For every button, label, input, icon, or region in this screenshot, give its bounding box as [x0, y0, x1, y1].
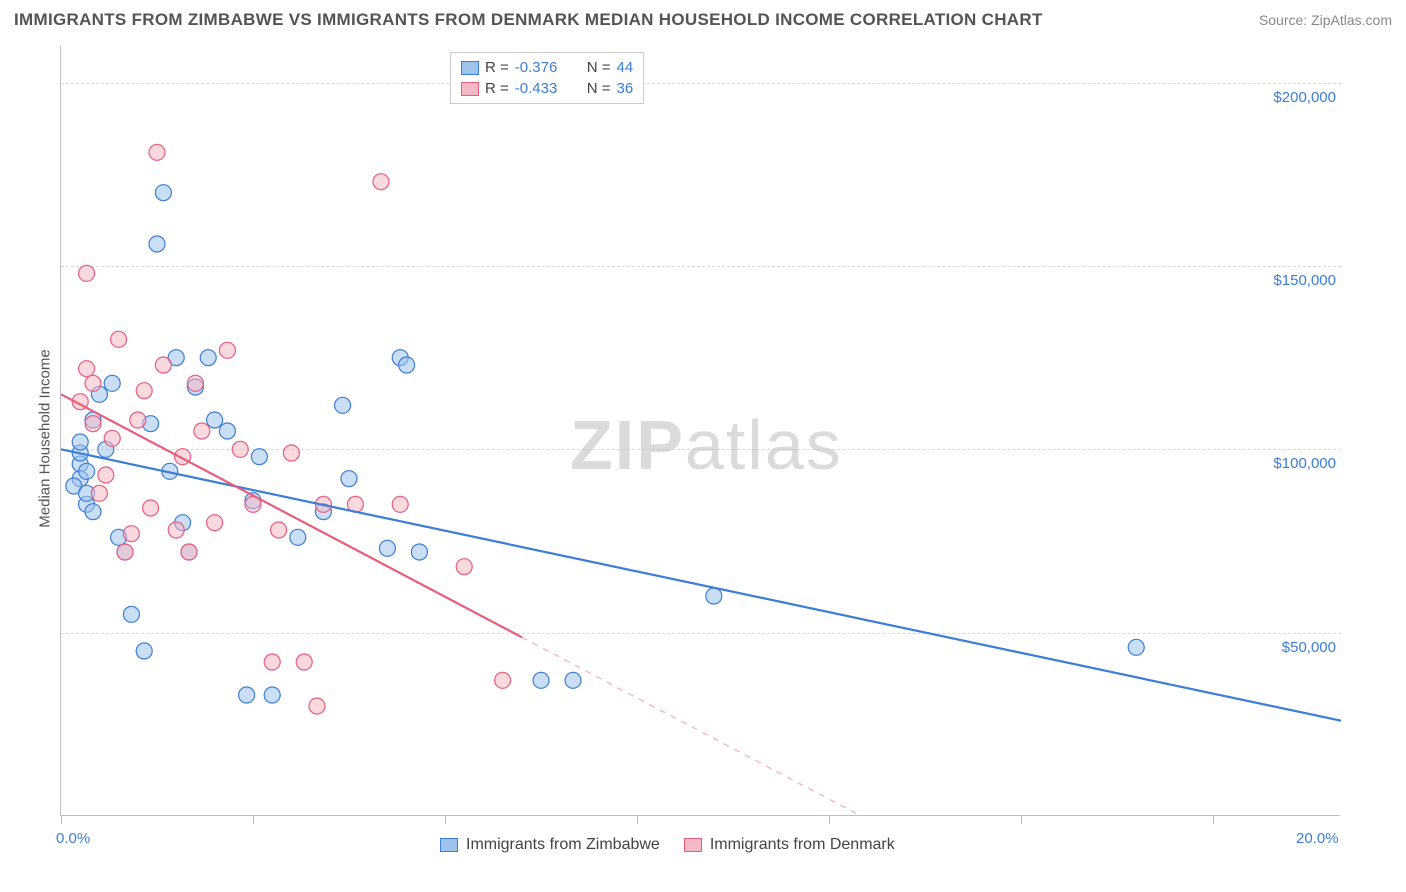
data-point-denmark — [373, 174, 389, 190]
trend-line-denmark — [61, 394, 522, 637]
legend-item-label: Immigrants from Denmark — [710, 836, 895, 854]
data-point-zimbabwe — [533, 672, 549, 688]
x-tick — [1213, 816, 1214, 824]
data-point-zimbabwe — [123, 606, 139, 622]
source-value: ZipAtlas.com — [1311, 12, 1392, 28]
chart-container: IMMIGRANTS FROM ZIMBABWE VS IMMIGRANTS F… — [10, 10, 1396, 882]
data-point-zimbabwe — [411, 544, 427, 560]
swatch-zimbabwe-icon — [461, 61, 479, 75]
data-point-denmark — [296, 654, 312, 670]
data-point-denmark — [181, 544, 197, 560]
legend-n-prefix: N = — [587, 80, 611, 97]
x-tick — [1021, 816, 1022, 824]
legend-n-value: 36 — [617, 80, 634, 97]
legend-item-zimbabwe: Immigrants from Zimbabwe — [440, 836, 660, 854]
plot-area: $50,000$100,000$150,000$200,000 — [60, 46, 1340, 816]
data-point-denmark — [123, 526, 139, 542]
swatch-zimbabwe-icon — [440, 838, 458, 852]
legend-stats: R = -0.376 N = 44 R = -0.433 N = 36 — [450, 52, 644, 104]
data-point-denmark — [495, 672, 511, 688]
legend-r-value: -0.433 — [515, 80, 573, 97]
data-point-denmark — [79, 265, 95, 281]
title-bar: IMMIGRANTS FROM ZIMBABWE VS IMMIGRANTS F… — [10, 10, 1396, 34]
data-point-denmark — [111, 331, 127, 347]
x-tick-label-min: 0.0% — [56, 830, 90, 847]
data-point-zimbabwe — [149, 236, 165, 252]
data-point-denmark — [136, 383, 152, 399]
data-point-zimbabwe — [399, 357, 415, 373]
legend-n-prefix: N = — [587, 59, 611, 76]
data-point-zimbabwe — [104, 375, 120, 391]
x-tick — [253, 816, 254, 824]
data-point-denmark — [232, 441, 248, 457]
data-point-denmark — [85, 416, 101, 432]
data-point-denmark — [168, 522, 184, 538]
x-tick — [829, 816, 830, 824]
x-tick-label-max: 20.0% — [1296, 830, 1339, 847]
data-point-denmark — [309, 698, 325, 714]
legend-series: Immigrants from Zimbabwe Immigrants from … — [440, 836, 895, 854]
data-point-zimbabwe — [1128, 639, 1144, 655]
legend-item-denmark: Immigrants from Denmark — [684, 836, 895, 854]
data-point-zimbabwe — [565, 672, 581, 688]
data-point-zimbabwe — [200, 350, 216, 366]
data-point-denmark — [85, 375, 101, 391]
data-point-zimbabwe — [706, 588, 722, 604]
data-point-zimbabwe — [85, 504, 101, 520]
swatch-denmark-icon — [684, 838, 702, 852]
y-axis-label: Median Household Income — [37, 339, 54, 539]
data-point-zimbabwe — [239, 687, 255, 703]
data-point-denmark — [219, 342, 235, 358]
legend-r-prefix: R = — [485, 59, 509, 76]
data-point-zimbabwe — [207, 412, 223, 428]
data-point-denmark — [91, 485, 107, 501]
data-point-zimbabwe — [251, 449, 267, 465]
legend-item-label: Immigrants from Zimbabwe — [466, 836, 660, 854]
legend-r-prefix: R = — [485, 80, 509, 97]
trend-line-dashed-denmark — [522, 637, 861, 816]
data-point-denmark — [283, 445, 299, 461]
data-point-zimbabwe — [155, 185, 171, 201]
legend-stats-row-denmark: R = -0.433 N = 36 — [461, 78, 633, 99]
source-prefix: Source: — [1259, 12, 1311, 28]
swatch-denmark-icon — [461, 82, 479, 96]
data-point-denmark — [117, 544, 133, 560]
data-point-denmark — [130, 412, 146, 428]
data-point-zimbabwe — [219, 423, 235, 439]
data-point-denmark — [155, 357, 171, 373]
data-point-zimbabwe — [136, 643, 152, 659]
data-point-denmark — [392, 496, 408, 512]
legend-stats-row-zimbabwe: R = -0.376 N = 44 — [461, 57, 633, 78]
data-point-denmark — [98, 467, 114, 483]
data-point-denmark — [104, 430, 120, 446]
data-point-denmark — [456, 559, 472, 575]
data-point-denmark — [149, 144, 165, 160]
data-point-zimbabwe — [290, 529, 306, 545]
data-point-zimbabwe — [379, 540, 395, 556]
data-point-denmark — [79, 361, 95, 377]
data-point-denmark — [143, 500, 159, 516]
data-point-denmark — [264, 654, 280, 670]
series-svg — [61, 46, 1341, 816]
x-tick — [61, 816, 62, 824]
data-point-zimbabwe — [79, 463, 95, 479]
data-point-denmark — [271, 522, 287, 538]
data-point-denmark — [194, 423, 210, 439]
trend-line-zimbabwe — [61, 449, 1341, 720]
data-point-denmark — [187, 375, 203, 391]
chart-title: IMMIGRANTS FROM ZIMBABWE VS IMMIGRANTS F… — [14, 10, 1043, 30]
x-tick — [637, 816, 638, 824]
data-point-zimbabwe — [264, 687, 280, 703]
source-label: Source: ZipAtlas.com — [1259, 12, 1392, 28]
data-point-zimbabwe — [335, 397, 351, 413]
data-point-zimbabwe — [341, 471, 357, 487]
legend-n-value: 44 — [617, 59, 634, 76]
data-point-zimbabwe — [72, 434, 88, 450]
data-point-denmark — [207, 515, 223, 531]
legend-r-value: -0.376 — [515, 59, 573, 76]
x-tick — [445, 816, 446, 824]
